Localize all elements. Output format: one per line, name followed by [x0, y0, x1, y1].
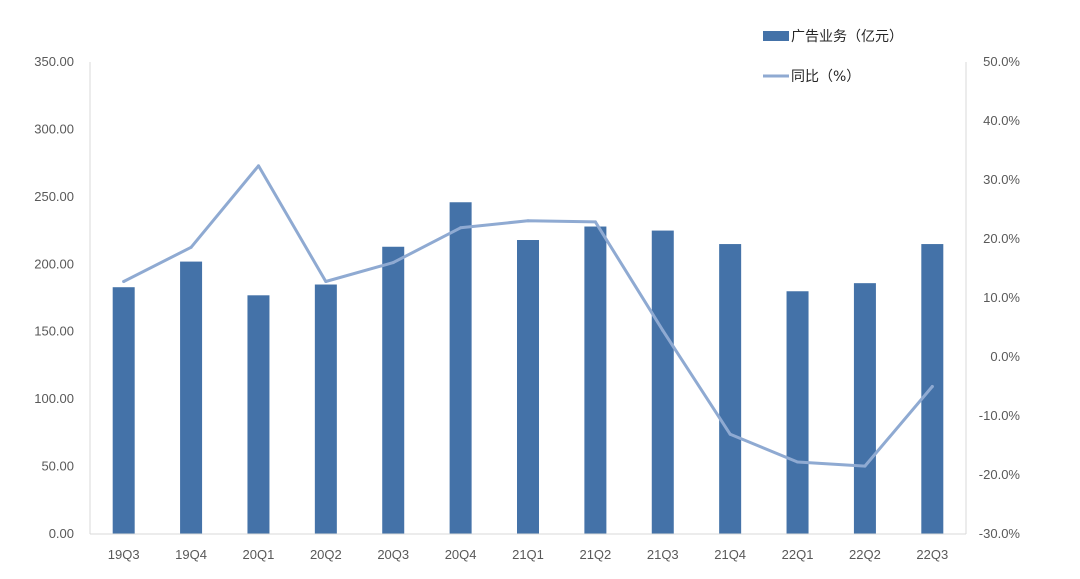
right-axis: -30.0% -20.0% -10.0% 0.0% 10.0% 20.0% 30.0% 40.…	[965, 54, 1021, 541]
line-point	[863, 464, 867, 468]
legend: 广告业务（亿元） 同比（%）	[763, 29, 903, 85]
line-point	[661, 328, 665, 332]
x-tick-label: 22Q2	[849, 547, 881, 562]
left-tick-label: 200.00	[34, 256, 74, 271]
right-tick-label: 50.0%	[983, 54, 1020, 69]
legend-line-label: 同比（%）	[791, 69, 860, 85]
right-tick-label: -20.0%	[979, 467, 1021, 482]
bar	[180, 261, 203, 534]
bar-series	[112, 202, 944, 535]
right-tick-label: 30.0%	[983, 172, 1020, 187]
right-tick-label: 10.0%	[983, 290, 1020, 305]
x-tick-label: 19Q4	[175, 547, 207, 562]
bar	[247, 295, 270, 534]
left-tick-label: 350.00	[34, 54, 74, 69]
x-tick-label: 20Q1	[243, 547, 275, 562]
bar	[853, 283, 876, 534]
bar	[584, 226, 607, 535]
left-axis: 0.00 50.00 100.00 150.00 200.00 250.00 300.00 3…	[34, 54, 91, 541]
bar	[449, 202, 472, 534]
x-tick-label: 21Q1	[512, 547, 544, 562]
right-tick-label: -30.0%	[979, 526, 1021, 541]
left-tick-label: 300.00	[34, 121, 74, 136]
x-tick-label: 21Q3	[647, 547, 679, 562]
left-tick-label: 250.00	[34, 189, 74, 204]
left-tick-label: 50.00	[41, 459, 74, 474]
bar	[382, 246, 405, 535]
line-point	[796, 460, 800, 464]
line-point	[930, 385, 934, 388]
bar	[112, 287, 135, 534]
line-point	[593, 220, 597, 224]
bar	[314, 284, 337, 534]
bar	[719, 244, 742, 535]
bar	[921, 244, 944, 535]
x-tick-label: 20Q2	[310, 547, 342, 562]
line-point	[122, 279, 126, 283]
left-tick-label: 0.00	[49, 526, 74, 541]
line-point	[256, 164, 260, 168]
x-tick-label: 22Q1	[782, 547, 814, 562]
x-tick-label: 19Q3	[108, 547, 140, 562]
right-tick-label: 40.0%	[983, 113, 1020, 128]
x-tick-label: 21Q2	[579, 547, 611, 562]
left-tick-label: 150.00	[34, 324, 74, 339]
right-tick-label: -10.0%	[979, 408, 1021, 423]
legend-bar-swatch	[763, 31, 789, 41]
x-tick-label: 20Q3	[377, 547, 409, 562]
right-tick-label: 0.0%	[990, 349, 1020, 364]
bar	[786, 291, 809, 534]
x-axis: 19Q3 19Q4 20Q1 20Q2 20Q3 20Q4 21Q1 21Q2 21Q3 21Q4…	[90, 533, 966, 562]
line-point	[459, 226, 463, 230]
line-point	[526, 219, 530, 223]
left-tick-label: 100.00	[34, 391, 74, 406]
bar	[651, 230, 674, 535]
line-point	[728, 432, 732, 436]
x-tick-label: 21Q4	[714, 547, 746, 562]
line-series	[122, 164, 934, 468]
x-tick-label: 20Q4	[445, 547, 477, 562]
x-tick-label: 22Q3	[916, 547, 948, 562]
line-point	[391, 261, 395, 265]
right-tick-label: 20.0%	[983, 231, 1020, 246]
line-point	[189, 245, 193, 249]
line-point	[324, 279, 328, 283]
legend-bar-label: 广告业务（亿元）	[791, 29, 903, 45]
bar	[517, 240, 539, 535]
